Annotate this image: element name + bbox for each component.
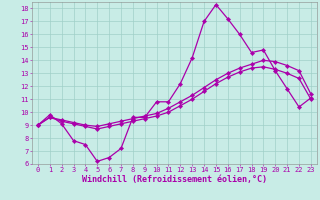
X-axis label: Windchill (Refroidissement éolien,°C): Windchill (Refroidissement éolien,°C) (82, 175, 267, 184)
